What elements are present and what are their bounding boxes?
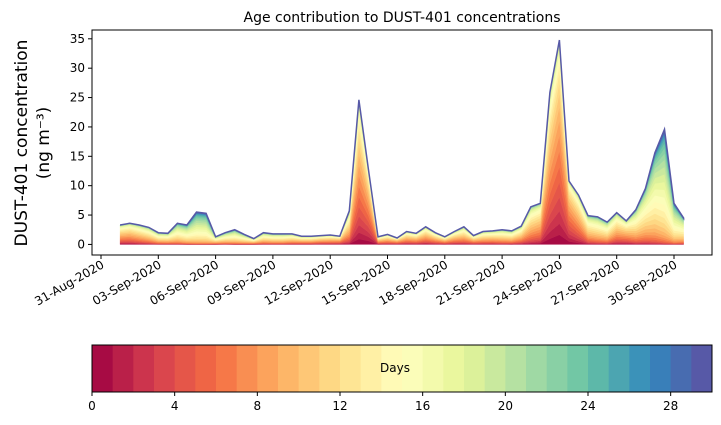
colorbar-segment — [443, 345, 465, 392]
age-layer-28 — [119, 39, 684, 239]
colorbar-segment — [154, 345, 176, 392]
age-layer-27 — [120, 39, 684, 239]
colorbar-label: Days — [380, 361, 410, 375]
colorbar-frame — [91, 344, 713, 393]
y-tick-label: 5 — [77, 208, 85, 222]
age-layer-23 — [119, 40, 684, 239]
colorbar: 0 4 8 12 16 20 24 28 — [88, 344, 713, 413]
age-layer-29 — [119, 39, 685, 240]
colorbar-segment — [319, 345, 341, 392]
y-tick-label: 30 — [70, 61, 85, 75]
y-tick-label: 0 — [77, 237, 85, 251]
colorbar-segment — [422, 345, 444, 392]
colorbar-segment — [92, 345, 114, 392]
colorbar-segment — [133, 345, 155, 392]
colorbar-tick-label: 4 — [171, 399, 179, 413]
colorbar-segment — [588, 345, 610, 392]
colorbar-tick-label: 0 — [88, 399, 96, 413]
colorbar-segment — [216, 345, 238, 392]
colorbar-segment — [298, 345, 320, 392]
colorbar-segment — [195, 345, 217, 392]
colorbar-segment — [278, 345, 300, 392]
age-layer-26 — [120, 40, 684, 239]
age-layer-21 — [119, 41, 684, 240]
colorbar-segment — [650, 345, 672, 392]
colorbar-tick-label: 8 — [254, 399, 262, 413]
age-layer-25 — [120, 40, 684, 239]
age-layer-18 — [119, 44, 684, 240]
colorbar-segment — [629, 345, 651, 392]
colorbar-segment — [505, 345, 527, 392]
y-tick-label: 25 — [70, 91, 85, 105]
colorbar-segment — [174, 345, 196, 392]
colorbar-segment — [112, 345, 134, 392]
y-tick-label: 20 — [70, 120, 85, 134]
colorbar-segment — [691, 345, 713, 392]
age-layer-17 — [119, 46, 684, 240]
y-axis: 0 5 10 15 20 25 30 35 — [70, 32, 92, 251]
colorbar-tick-label: 20 — [498, 399, 513, 413]
plot-frame — [91, 29, 713, 256]
colorbar-segment — [257, 345, 279, 392]
age-layer-15 — [119, 53, 684, 241]
x-axis: 31-Aug-202003-Sep-202006-Sep-202009-Sep-… — [32, 255, 680, 308]
colorbar-tick-label: 16 — [415, 399, 430, 413]
stacked-areas — [119, 39, 685, 245]
chart-title: Age contribution to DUST-401 concentrati… — [244, 10, 561, 26]
y-tick-label: 10 — [70, 179, 85, 193]
colorbar-segment — [464, 345, 486, 392]
colorbar-segment — [546, 345, 568, 392]
age-layer-24 — [119, 40, 684, 239]
colorbar-tick-label: 12 — [332, 399, 347, 413]
colorbar-segment — [381, 345, 403, 392]
colorbar-tick-label: 28 — [663, 399, 678, 413]
age-layer-22 — [119, 40, 684, 240]
colorbar-segment — [567, 345, 589, 392]
colorbar-segment — [608, 345, 630, 392]
age-layer-19 — [119, 42, 684, 240]
colorbar-segment — [236, 345, 258, 392]
y-tick-label: 15 — [70, 149, 85, 163]
y-tick-label: 35 — [70, 32, 85, 46]
age-layer-16 — [119, 49, 684, 241]
y-axis-label-line2: (ng m⁻³) — [34, 107, 54, 180]
age-layer-20 — [119, 41, 684, 240]
colorbar-segment — [670, 345, 692, 392]
colorbar-segment — [402, 345, 424, 392]
colorbar-segment — [484, 345, 506, 392]
colorbar-segment — [360, 345, 382, 392]
colorbar-segment — [526, 345, 548, 392]
colorbar-tick-label: 24 — [580, 399, 595, 413]
colorbar-segment — [340, 345, 362, 392]
y-axis-label-line1: DUST-401 concentration — [12, 40, 32, 247]
